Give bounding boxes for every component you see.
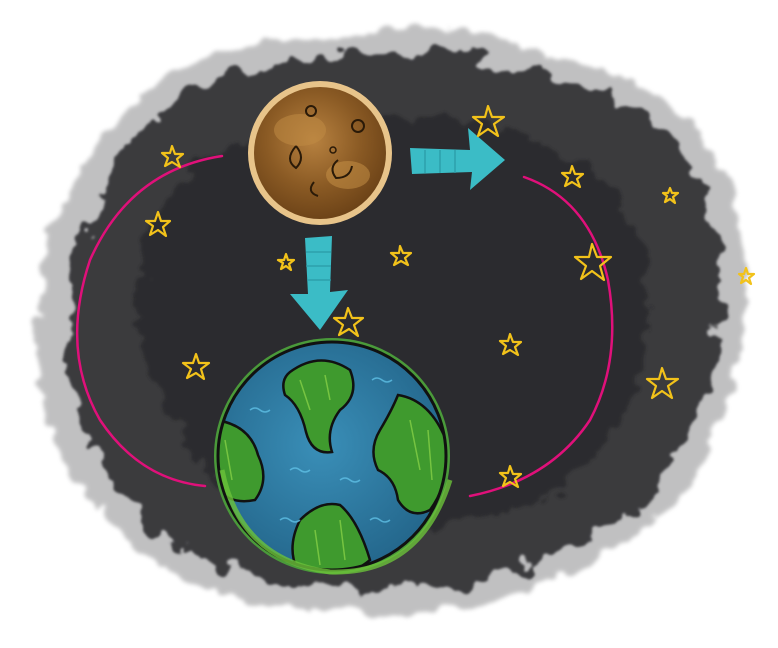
arrow-down-icon	[290, 236, 348, 330]
orbit-arc-left	[75, 154, 224, 488]
star-icon	[332, 306, 365, 338]
star-icon	[160, 144, 185, 169]
star-icon	[737, 266, 756, 286]
star-icon	[471, 104, 506, 138]
star-icon	[276, 252, 296, 272]
star-icon	[560, 164, 585, 189]
star-icon	[181, 352, 211, 381]
earth-icon	[214, 338, 453, 575]
orbit-arc-right	[468, 175, 614, 498]
star-icon	[498, 332, 523, 357]
star-icon	[573, 242, 613, 282]
arrow-right-icon	[410, 128, 505, 190]
star-icon	[389, 244, 413, 267]
star-icon	[144, 210, 172, 238]
star-icon	[498, 464, 523, 489]
star-icon	[645, 366, 680, 400]
star-icon	[661, 186, 680, 205]
stars	[144, 104, 756, 489]
moon-icon	[248, 81, 392, 225]
